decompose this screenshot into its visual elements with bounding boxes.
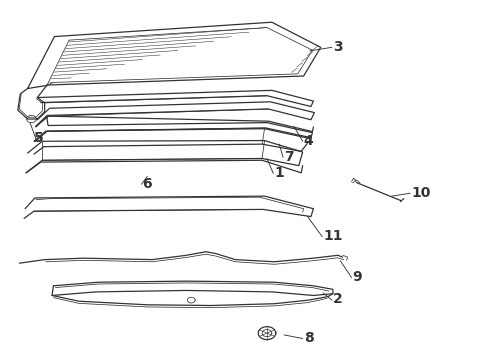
Text: 6: 6	[143, 177, 152, 190]
Text: 8: 8	[304, 331, 314, 345]
Text: 5: 5	[34, 131, 44, 145]
Text: 4: 4	[304, 134, 314, 148]
Text: 9: 9	[352, 270, 362, 284]
Text: 11: 11	[323, 229, 343, 243]
Text: 3: 3	[333, 40, 343, 54]
Text: 1: 1	[274, 166, 284, 180]
Text: 10: 10	[411, 185, 431, 199]
Text: 7: 7	[284, 150, 294, 164]
Text: 2: 2	[333, 292, 343, 306]
